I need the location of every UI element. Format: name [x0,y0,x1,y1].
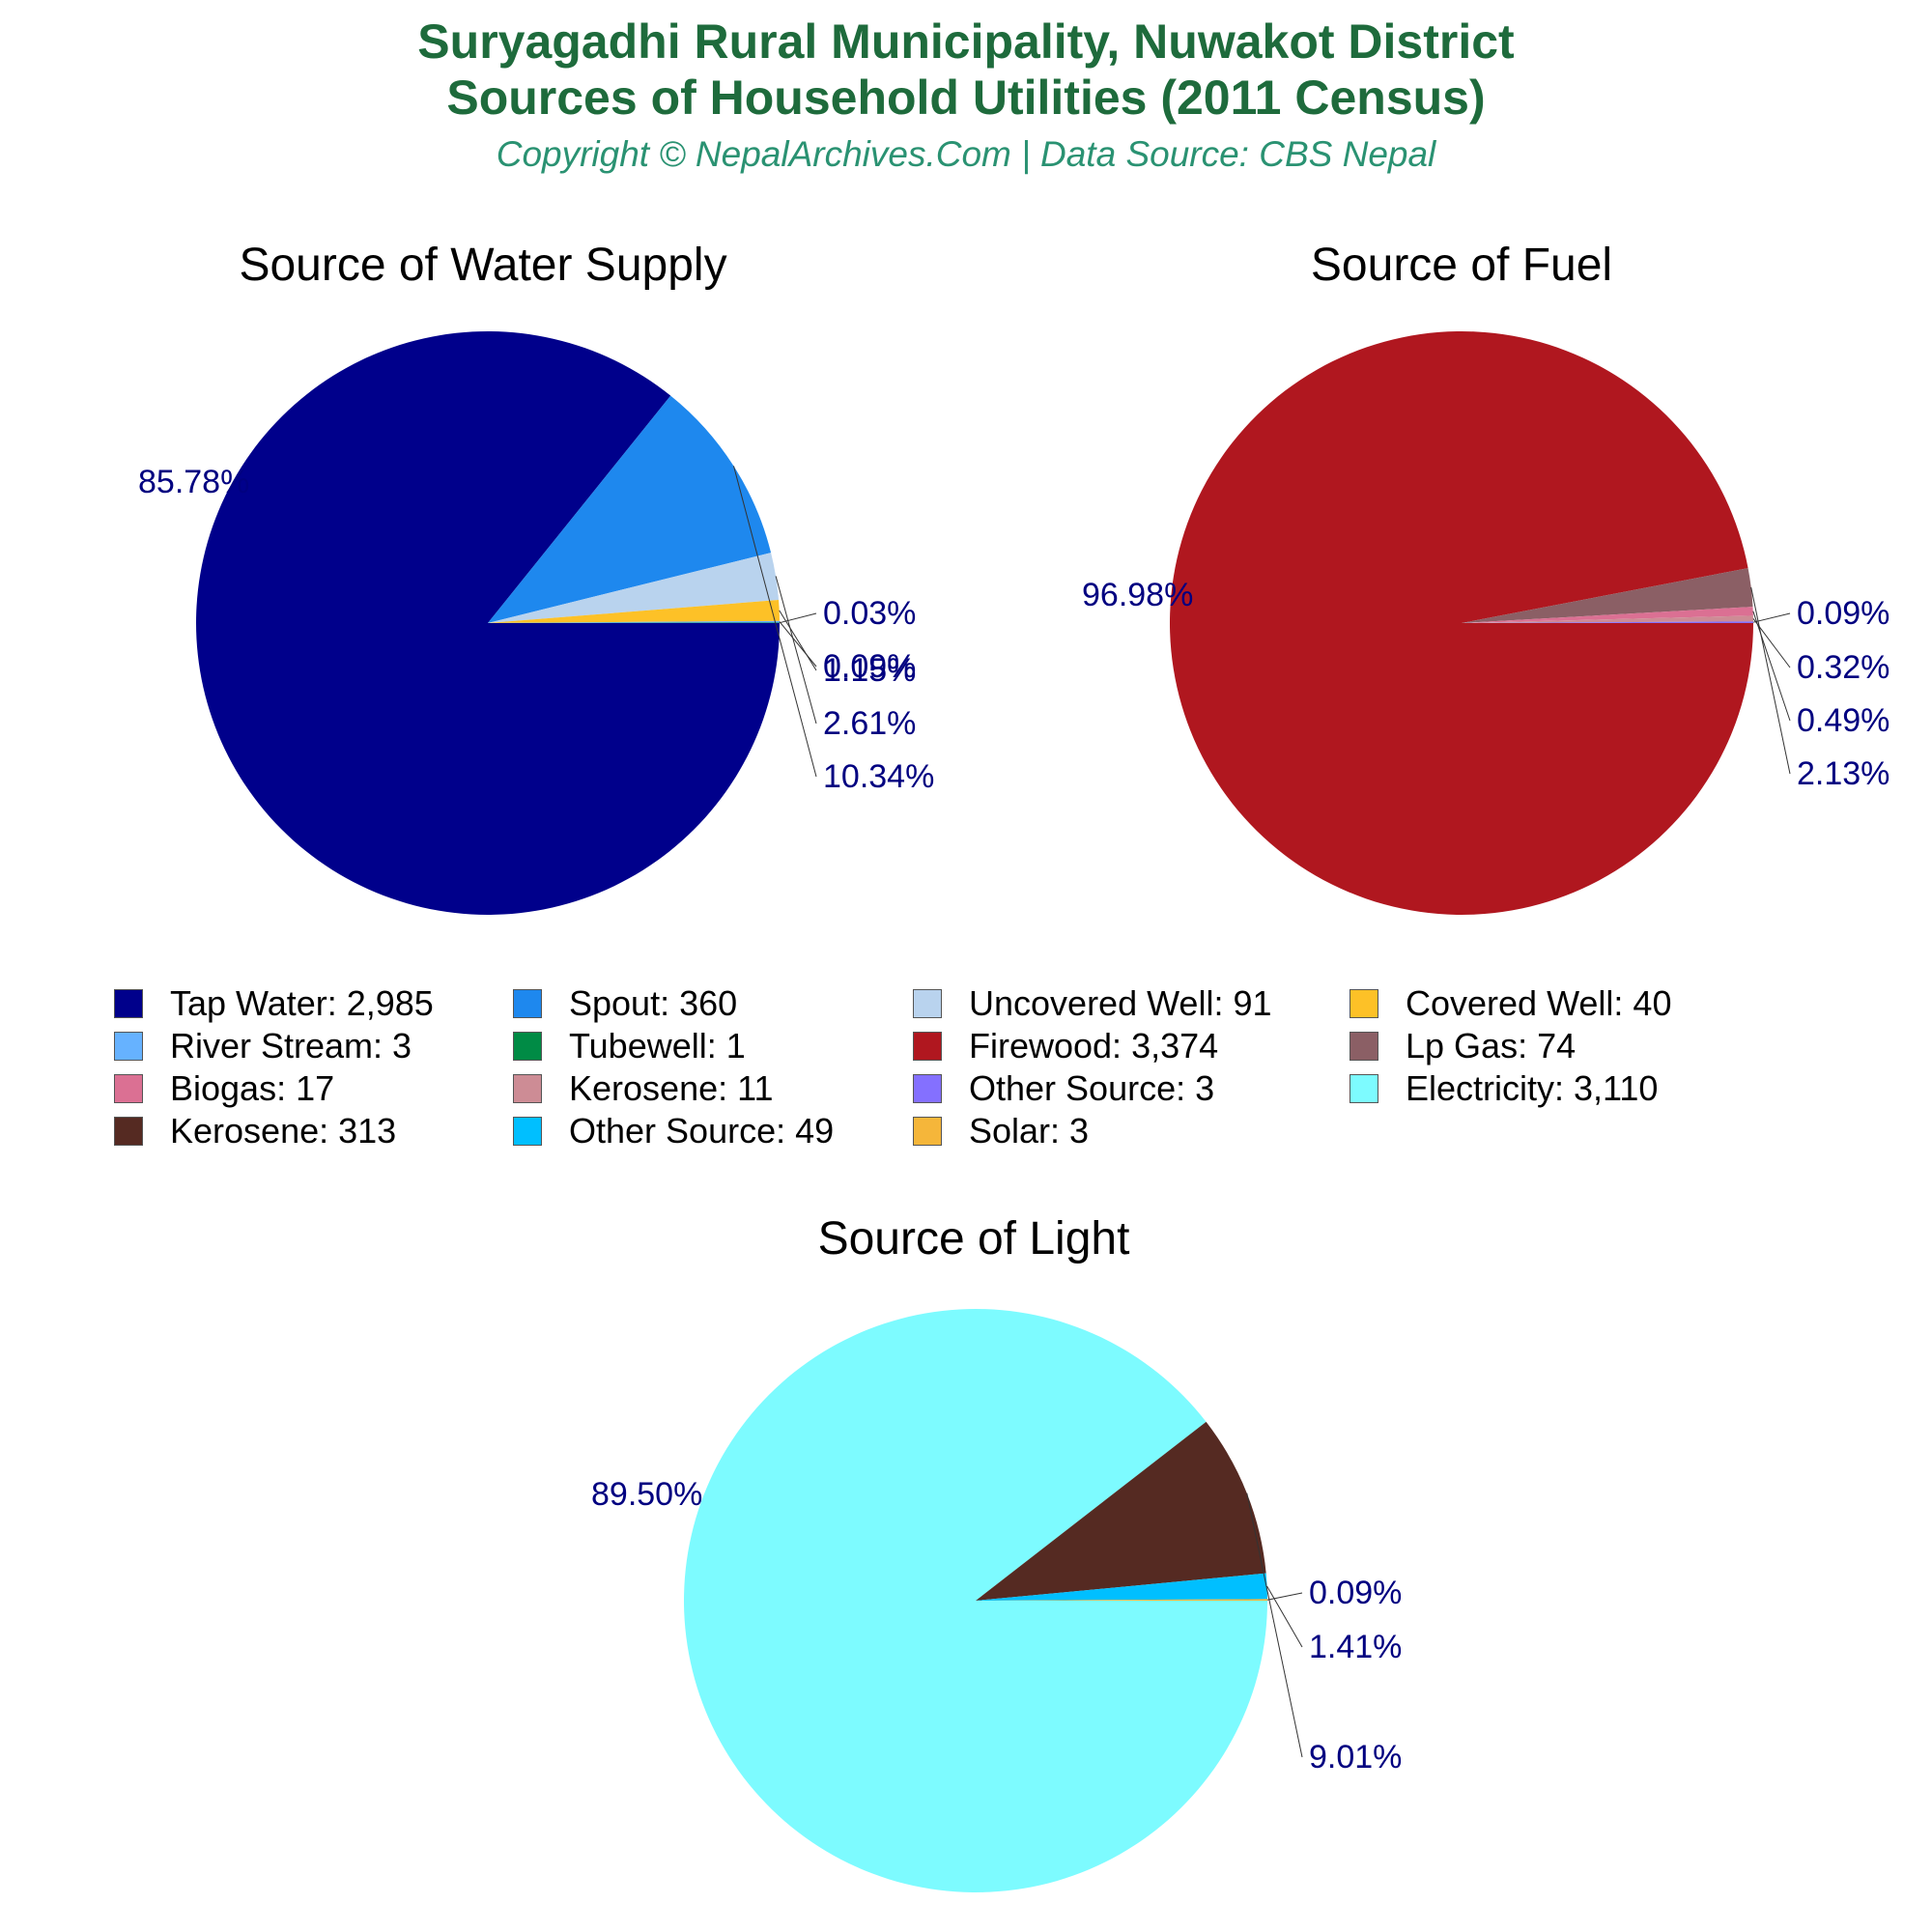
legend-swatch [114,1032,143,1061]
legend-item: River Stream: 3 [114,1026,513,1066]
source-of-light-slice-kerosene [976,1421,1266,1601]
source-of-water-supply-leader-uncovered-well [775,576,817,724]
legend-item: Tubewell: 1 [513,1026,913,1066]
source-of-fuel-leader-other-source [1752,612,1791,623]
source-of-light-leader-kerosene [1246,1492,1303,1758]
legend-swatch [913,1032,942,1061]
legend-item: Uncovered Well: 91 [913,983,1350,1024]
source-of-water-supply-pct-spout: 10.34% [823,758,934,795]
legend-item: Tap Water: 2,985 [114,983,513,1024]
legend-swatch [513,1117,542,1146]
legend-label: Kerosene: 11 [569,1068,774,1108]
source-of-fuel-slice-biogas [1462,607,1753,623]
source-of-light-pct-solar: 0.09% [1309,1575,1402,1611]
source-of-water-supply-pie: Source of Water Supply 85.78% 10.34% 2.61% 1… [138,240,934,915]
legend-item: Spout: 360 [513,983,913,1024]
legend-item: Firewood: 3,374 [913,1026,1350,1066]
legend: Tap Water: 2,985 Spout: 360 Uncovered Well… [114,983,1930,1151]
legend-swatch [513,1074,542,1103]
legend-label: Kerosene: 313 [170,1111,397,1151]
source-of-water-supply-title: Source of Water Supply [239,240,726,291]
source-of-water-supply-slice-tubewell [488,622,781,623]
legend-item: Kerosene: 313 [114,1111,513,1151]
source-of-fuel-leader-lp-gas [1750,586,1791,775]
legend-item: Lp Gas: 74 [1350,1026,1890,1066]
source-of-water-supply-pct-uncovered-well: 2.61% [823,705,916,742]
source-of-light-slice-other-source [976,1573,1267,1601]
source-of-fuel-slice-lp-gas [1462,568,1753,623]
source-of-light-pie: Source of Light 89.50% 9.01% 1.41% 0.09% [591,1213,1402,1893]
source-of-fuel-pct-other-source: 0.09% [1797,595,1889,632]
legend-label: Other Source: 49 [569,1111,835,1151]
source-of-fuel-leader-kerosene [1752,618,1791,668]
legend-item: Kerosene: 11 [513,1068,913,1109]
source-of-fuel-pct-lp-gas: 2.13% [1797,755,1889,792]
source-of-light-pct-electricity: 89.50% [591,1476,702,1513]
source-of-light-leader-solar [1266,1592,1303,1601]
source-of-fuel-slice-other-source [1462,621,1754,623]
legend-swatch [913,1117,942,1146]
source-of-water-supply-slice-uncovered-well [488,553,780,623]
legend-label: Biogas: 17 [170,1068,335,1108]
source-of-fuel-pie: Source of Fuel 96.98% 2.13% 0.49% 0.32% 0.09% [1082,240,1889,915]
legend-swatch [114,989,143,1018]
source-of-water-supply-slice-tap-water [195,330,781,915]
source-of-water-supply-leader-covered-well [779,610,817,671]
legend-swatch [513,989,542,1018]
legend-swatch [1350,989,1378,1018]
source-of-water-supply-slice-covered-well [488,600,780,623]
legend-swatch [1350,1032,1378,1061]
legend-label: Lp Gas: 74 [1406,1026,1577,1065]
legend-swatch [913,989,942,1018]
source-of-fuel-pct-biogas: 0.49% [1797,702,1889,739]
source-of-fuel-slice-firewood [1170,330,1753,915]
legend-item: Biogas: 17 [114,1068,513,1109]
copyright-text: Copyright © NepalArchives.Com | Data Sou… [496,134,1436,174]
legend-label: Firewood: 3,374 [969,1026,1219,1065]
legend-item: Other Source: 3 [913,1068,1350,1109]
source-of-water-supply-leader-river-stream [779,621,817,668]
source-of-water-supply-pct-covered-well: 1.15% [823,652,916,689]
legend-label: Other Source: 3 [969,1068,1215,1108]
legend-item: Other Source: 49 [513,1111,913,1151]
source-of-light-slice-electricity [683,1309,1267,1893]
legend-swatch [114,1117,143,1146]
legend-label: Spout: 360 [569,983,738,1023]
source-of-fuel-title: Source of Fuel [1311,240,1612,291]
legend-item: Covered Well: 40 [1350,983,1890,1024]
legend-label: Tubewell: 1 [569,1026,746,1065]
source-of-water-supply-pct-tubewell: 0.03% [823,595,916,632]
source-of-water-supply-leader-tubewell [779,612,817,624]
legend-label: River Stream: 3 [170,1026,412,1065]
source-of-water-supply-pct-river-stream: 0.09% [823,648,916,685]
legend-label: Solar: 3 [969,1111,1090,1151]
legend-label: Electricity: 3,110 [1406,1068,1659,1108]
legend-item: Solar: 3 [913,1111,1350,1151]
source-of-light-leader-other-source [1266,1585,1303,1648]
source-of-fuel-slice-kerosene [1462,615,1753,623]
chart-header: Suryagadhi Rural Municipality, Nuwakot D… [0,0,1932,176]
legend-label: Uncovered Well: 91 [969,983,1272,1023]
source-of-light-pct-kerosene: 9.01% [1309,1739,1402,1776]
main-title-line1: Suryagadhi Rural Municipality, Nuwakot D… [417,14,1515,69]
source-of-fuel-leader-biogas [1752,611,1791,722]
source-of-fuel-pct-kerosene: 0.32% [1797,649,1889,686]
main-title-line2: Sources of Household Utilities (2011 Cen… [446,71,1486,125]
source-of-water-supply-pct-tap-water: 85.78% [138,464,249,500]
legend-swatch [1350,1074,1378,1103]
source-of-water-supply-slice-river-stream [488,620,780,623]
source-of-water-supply-slice-spout [488,395,772,623]
legend-label: Tap Water: 2,985 [170,983,434,1023]
source-of-light-slice-solar [976,1599,1268,1601]
source-of-water-supply-leader-spout [733,466,817,778]
legend-item: Electricity: 3,110 [1350,1068,1890,1109]
legend-swatch [513,1032,542,1061]
legend-label: Covered Well: 40 [1406,983,1672,1023]
legend-swatch [913,1074,942,1103]
source-of-light-pct-other-source: 1.41% [1309,1629,1402,1665]
legend-swatch [114,1074,143,1103]
source-of-light-title: Source of Light [818,1213,1130,1264]
source-of-fuel-pct-firewood: 96.98% [1082,577,1193,613]
